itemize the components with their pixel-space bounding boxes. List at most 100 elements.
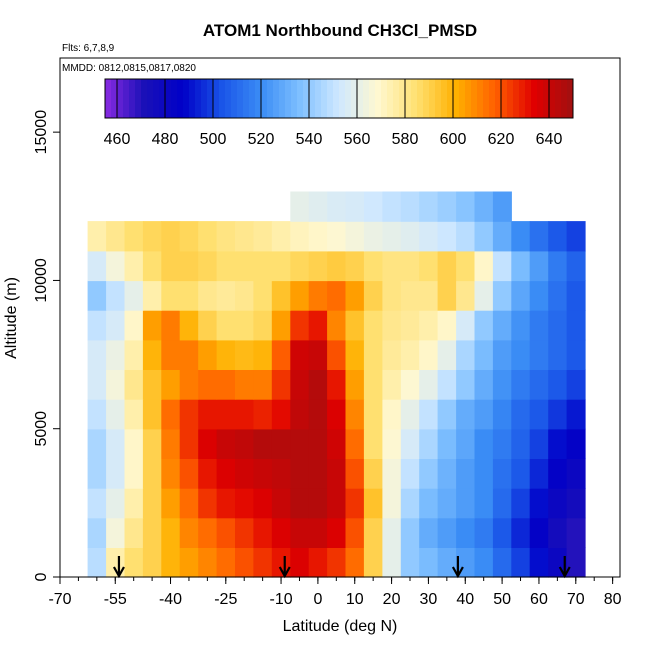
- heatmap-cell: [400, 191, 420, 222]
- heatmap-cell: [548, 428, 568, 459]
- colorbar-segment: [321, 79, 328, 118]
- heatmap-cell: [142, 488, 162, 519]
- heatmap-cell: [492, 399, 512, 430]
- heatmap-cell: [474, 339, 494, 370]
- heatmap-cell: [382, 517, 402, 548]
- heatmap-cell: [235, 458, 254, 489]
- heatmap-cell: [511, 428, 531, 459]
- heatmap-cell: [529, 369, 549, 400]
- heatmap-cell: [456, 369, 476, 400]
- heatmap-cell: [511, 310, 531, 341]
- y-tick-label: 5000: [33, 411, 50, 447]
- heatmap-cell: [124, 339, 144, 370]
- colorbar-segment: [117, 79, 124, 118]
- heatmap-cell: [382, 399, 402, 430]
- heatmap-cell: [437, 310, 457, 341]
- heatmap-cell: [492, 310, 512, 341]
- colorbar-segment: [273, 79, 280, 118]
- colorbar-segment: [537, 79, 544, 118]
- colorbar-segment: [387, 79, 394, 118]
- heatmap-cell: [253, 339, 273, 370]
- heatmap-cell: [308, 547, 328, 578]
- heatmap-cell: [382, 458, 402, 489]
- colorbar-segment: [219, 79, 226, 118]
- heatmap-cell: [456, 280, 476, 311]
- heatmap-cell: [566, 399, 586, 430]
- heatmap-cell: [363, 488, 383, 519]
- heatmap-cell: [529, 458, 549, 489]
- heatmap-cell: [529, 221, 549, 252]
- x-tick-label: 60: [530, 591, 548, 608]
- heatmap-cell: [529, 517, 549, 548]
- heatmap-cell: [419, 250, 439, 282]
- heatmap-cell: [179, 250, 199, 282]
- x-tick-label: -40: [159, 591, 182, 608]
- x-tick-label: 10: [346, 591, 364, 608]
- heatmap-cell: [456, 191, 476, 222]
- heatmap-cell: [345, 369, 365, 400]
- heatmap-cell: [492, 428, 512, 459]
- colorbar-segment: [255, 79, 262, 118]
- heatmap-cell: [474, 280, 494, 311]
- heatmap-cell: [198, 428, 218, 459]
- heatmap-cell: [124, 250, 144, 282]
- colorbar-segment: [465, 79, 472, 118]
- heatmap-cell: [419, 458, 439, 489]
- heatmap-cell: [179, 221, 199, 252]
- colorbar-tick-label: 500: [200, 131, 227, 148]
- heatmap-cell: [382, 310, 402, 341]
- heatmap-cell: [327, 428, 347, 459]
- heatmap-cell: [437, 547, 457, 578]
- colorbar-segment: [513, 79, 520, 118]
- heatmap-cell: [511, 221, 531, 252]
- colorbar-tick-label: 640: [536, 131, 563, 148]
- heatmap-cell: [382, 428, 402, 459]
- heatmap-cell: [529, 250, 549, 282]
- colorbar-segment: [459, 79, 466, 118]
- colorbar-segment: [333, 79, 340, 118]
- colorbar-segment: [549, 79, 556, 118]
- heatmap-cell: [363, 517, 383, 548]
- heatmap-cell: [400, 310, 420, 341]
- heatmap-cell: [566, 428, 586, 459]
- y-tick-label: 10000: [33, 258, 50, 303]
- heatmap-cell: [492, 458, 512, 489]
- heatmap-cell: [308, 369, 328, 400]
- heatmap-cell: [142, 280, 162, 311]
- heatmap-cell: [492, 280, 512, 311]
- heatmap-cell: [400, 517, 420, 548]
- heatmap-cell: [382, 488, 402, 519]
- heatmap-cell: [271, 339, 291, 370]
- colorbar-segment: [411, 79, 418, 118]
- colorbar-segment: [561, 79, 568, 118]
- heatmap-cell: [456, 428, 476, 459]
- heatmap-cell: [142, 399, 162, 430]
- heatmap-cell: [363, 547, 383, 578]
- colorbar-segment: [519, 79, 526, 118]
- heatmap-cell: [382, 191, 402, 222]
- heatmap-cell: [216, 399, 236, 430]
- x-tick-label: 20: [383, 591, 401, 608]
- colorbar-segment: [261, 79, 268, 118]
- heatmap-cell: [437, 191, 457, 222]
- heatmap-cell: [456, 250, 476, 282]
- heatmap-cell: [548, 250, 568, 282]
- heatmap-cell: [400, 547, 420, 578]
- heatmap-cell: [290, 399, 310, 430]
- axes: -70 -55 -40 -25 -10 0 10 20 30 40 50 60 70 80 0 5000 100…: [33, 57, 622, 608]
- heatmap-cell: [142, 250, 162, 282]
- heatmap-cell: [456, 517, 476, 548]
- heatmap-cell: [345, 547, 365, 578]
- heatmap-cell: [492, 517, 512, 548]
- heatmap-cell: [566, 280, 586, 311]
- heatmap-cell: [161, 280, 181, 311]
- heatmap-cell: [87, 369, 107, 400]
- heatmap-cell: [345, 339, 365, 370]
- y-tick-label: 0: [33, 572, 50, 581]
- heatmap-cell: [198, 280, 218, 311]
- heatmap-cell: [179, 339, 199, 370]
- heatmap-cell: [142, 221, 162, 252]
- heatmap-cell: [271, 399, 291, 430]
- heatmap-cell: [179, 517, 199, 548]
